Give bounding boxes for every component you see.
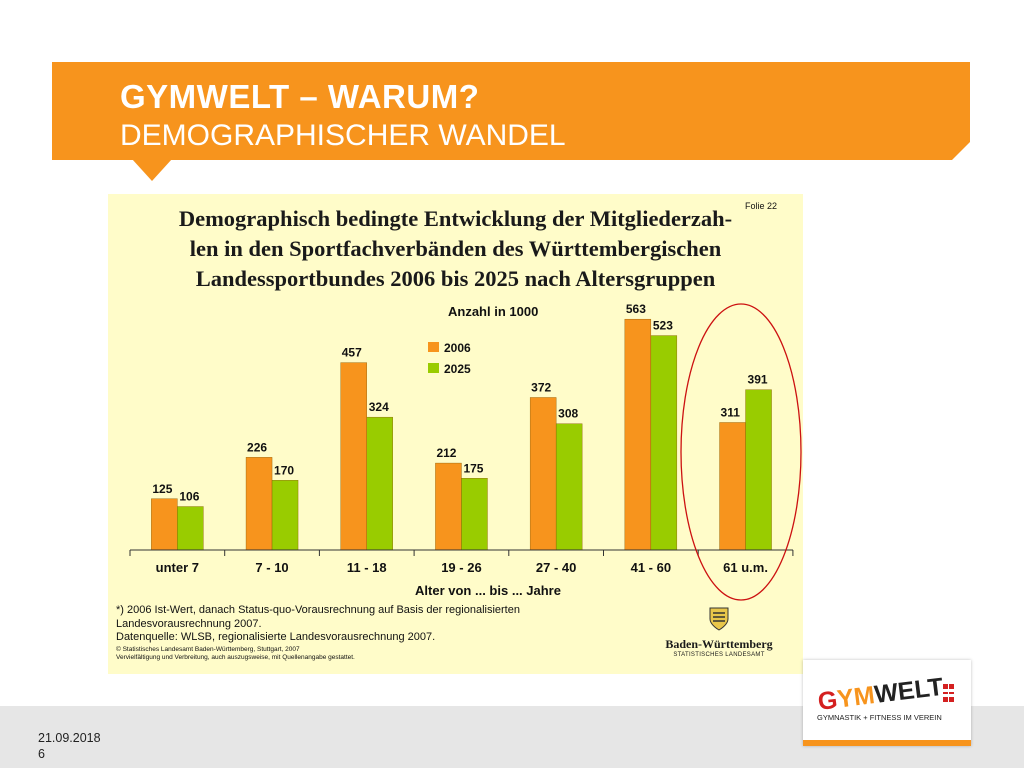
data-label-2006-2: 457 bbox=[342, 346, 362, 360]
chart-image: Folie 22 Demographisch bedingte Entwickl… bbox=[108, 194, 803, 674]
bar-2025-6 bbox=[745, 389, 772, 551]
gymwelt-wordmark-text: GYMWELT bbox=[816, 673, 944, 712]
gymwelt-wordmark: GYMWELT bbox=[816, 673, 957, 716]
gymwelt-underline bbox=[803, 740, 971, 746]
data-label-2006-4: 372 bbox=[531, 380, 551, 394]
x-tick-label: 27 - 40 bbox=[536, 560, 576, 575]
data-label-2025-4: 308 bbox=[558, 407, 578, 421]
footnote-line: Landesvorausrechnung 2007. bbox=[116, 617, 262, 630]
data-label-2025-2: 324 bbox=[369, 400, 389, 414]
data-label-2006-5: 563 bbox=[626, 302, 646, 316]
wordmark-letter: E bbox=[896, 676, 916, 706]
bar-2006-2 bbox=[340, 362, 367, 551]
x-tick-label: 7 - 10 bbox=[255, 560, 288, 575]
bar-chart: 125 106 226 170 457 324 212 175 372 308 563 523 311 3… bbox=[129, 302, 802, 601]
data-label-2006-0: 125 bbox=[152, 482, 172, 496]
bar-2006-0 bbox=[151, 498, 178, 551]
wordmark-letter: M bbox=[852, 681, 876, 711]
bar-2006-4 bbox=[529, 397, 557, 551]
data-label-2006-1: 226 bbox=[247, 440, 267, 454]
banner-notch bbox=[952, 142, 970, 160]
bw-name: Baden-Württemberg bbox=[665, 637, 773, 651]
x-tick-label: 19 - 26 bbox=[441, 560, 481, 575]
labels-layer: 125 106 226 170 457 324 212 175 372 308 563 523 311 3… bbox=[152, 302, 768, 503]
wordmark-letter: L bbox=[913, 674, 931, 704]
x-tick-label: unter 7 bbox=[156, 560, 199, 575]
data-label-2025-5: 523 bbox=[653, 319, 673, 333]
bar-2025-2 bbox=[366, 416, 393, 551]
bar-2025-1 bbox=[271, 480, 299, 551]
data-label-2006-3: 212 bbox=[436, 446, 456, 460]
bw-statistik-logo: Baden-Württemberg STATISTISCHES LANDESAM… bbox=[659, 606, 779, 666]
ticks-layer: unter 7 7 - 10 11 - 18 19 - 26 27 - 40 41 - 6… bbox=[129, 550, 794, 575]
x-tick-label: 41 - 60 bbox=[631, 560, 671, 575]
page-number: 6 bbox=[38, 747, 45, 761]
chart-title-line: len in den Sportfachverbänden des Württe… bbox=[189, 236, 722, 261]
copyright-line: © Statistisches Landesamt Baden-Württemb… bbox=[116, 646, 300, 653]
bar-2025-0 bbox=[177, 506, 204, 551]
footnote-line: *) 2006 Ist-Wert, danach Status-quo-Vora… bbox=[116, 604, 520, 616]
legend-swatch-2025 bbox=[428, 363, 439, 373]
copyright-line: Vervielfältigung und Verbreitung, auch a… bbox=[116, 654, 355, 661]
banner-pointer bbox=[132, 159, 172, 181]
bw-sub: STATISTISCHES LANDESAMT bbox=[673, 652, 765, 658]
data-label-2025-1: 170 bbox=[274, 463, 294, 477]
chart-title-line: Demographisch bedingte Entwicklung der M… bbox=[178, 206, 733, 231]
wordmark-letter: Y bbox=[836, 684, 856, 712]
data-label-2025-6: 391 bbox=[748, 373, 768, 387]
data-label-2006-6: 311 bbox=[721, 405, 741, 419]
wordmark-letter: W bbox=[873, 678, 900, 709]
bar-2006-3 bbox=[435, 462, 462, 551]
bar-2025-4 bbox=[555, 423, 583, 551]
slide-title: GYMWELT – WARUM? bbox=[120, 78, 480, 115]
chart-title-line: Landessportbundes 2006 bis 2025 nach Alt… bbox=[195, 266, 716, 291]
bar-2025-3 bbox=[461, 478, 488, 551]
legend-label-2025: 2025 bbox=[444, 362, 471, 376]
data-label-2025-0: 106 bbox=[179, 490, 199, 504]
footnote-line: Datenquelle: WLSB, regionalisierte Lande… bbox=[116, 631, 436, 643]
bar-2006-5 bbox=[624, 318, 652, 551]
data-label-2025-3: 175 bbox=[463, 461, 483, 475]
copyright: © Statistisches Landesamt Baden-Württemb… bbox=[116, 646, 355, 662]
wordmark-letter: G bbox=[816, 686, 839, 712]
highlight-ellipse bbox=[680, 303, 802, 601]
gymwelt-tagline: GYMNASTIK + FITNESS IM VEREIN bbox=[817, 713, 942, 722]
chart-title: Demographisch bedingte Entwicklung der M… bbox=[108, 204, 803, 294]
title-banner bbox=[52, 62, 970, 160]
x-axis-title: Alter von ... bis ... Jahre bbox=[415, 583, 561, 598]
footnotes: *) 2006 Ist-Wert, danach Status-quo-Vora… bbox=[116, 604, 520, 645]
bars-layer bbox=[151, 318, 772, 551]
coat-of-arms-icon bbox=[709, 607, 729, 631]
unit-label: Anzahl in 1000 bbox=[448, 304, 538, 319]
gymwelt-logo: GYMWELT GYMNASTIK + FITNESS IM VEREIN bbox=[803, 660, 971, 746]
legend-label-2006: 2006 bbox=[444, 341, 471, 355]
legend-swatch-2006 bbox=[428, 342, 439, 352]
slide-subtitle: DEMOGRAPHISCHER WANDEL bbox=[120, 119, 566, 152]
gymwelt-emblem-icon bbox=[940, 684, 957, 702]
slide-date: 21.09.2018 bbox=[38, 731, 101, 745]
wordmark-letter: T bbox=[926, 673, 945, 703]
folie-label: Folie 22 bbox=[744, 201, 777, 211]
bar-2006-1 bbox=[245, 457, 273, 551]
x-tick-label: 61 u.m. bbox=[723, 560, 768, 575]
bar-2006-6 bbox=[719, 422, 746, 551]
bar-2025-5 bbox=[650, 335, 678, 551]
x-tick-label: 11 - 18 bbox=[347, 560, 387, 575]
